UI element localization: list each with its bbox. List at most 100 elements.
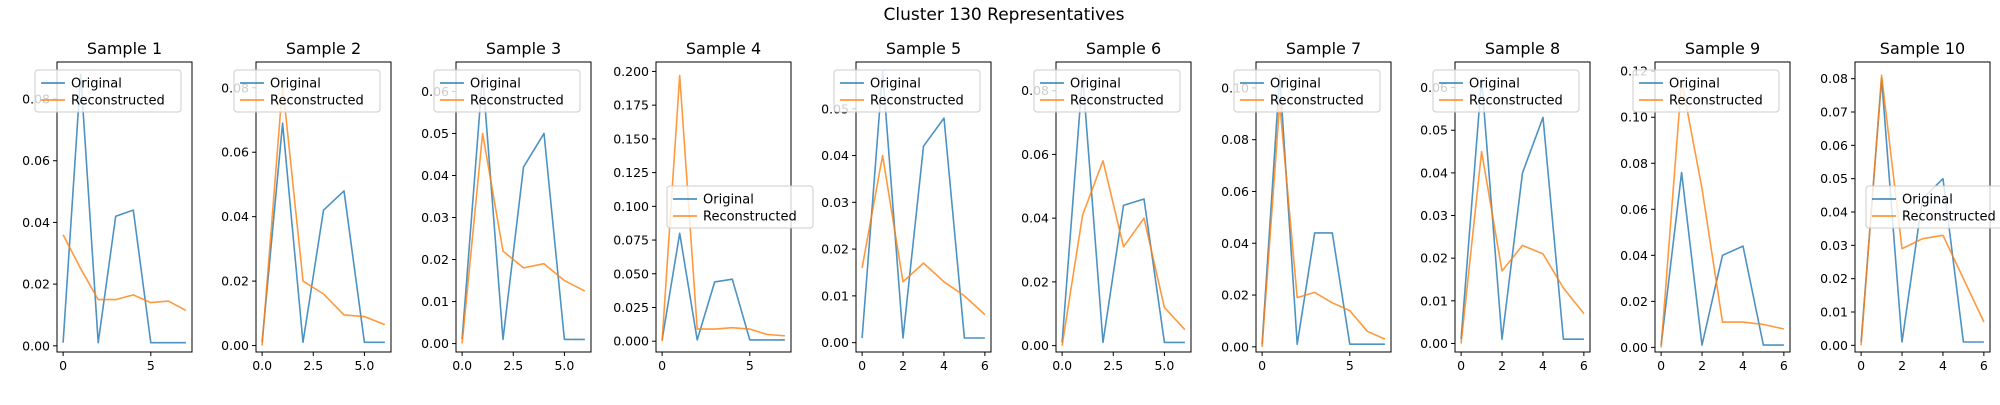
legend-box xyxy=(833,69,981,113)
subplot-1: Sample 10.000.020.040.060.0805OriginalRe… xyxy=(22,39,193,373)
legend-label: Reconstructed xyxy=(270,94,364,109)
y-tick-label: 0.00 xyxy=(1820,338,1848,353)
legend: Original Reconstructed xyxy=(833,69,981,113)
y-tick-label: 0.200 xyxy=(613,64,649,79)
y-tick-label: 0.10 xyxy=(1620,110,1648,125)
legend: Original Reconstructed xyxy=(666,185,814,229)
subplot-title: Sample 5 xyxy=(886,39,961,58)
axes-frame xyxy=(455,61,592,353)
y-tick-label: 0.00 xyxy=(221,338,249,353)
axes-frame xyxy=(56,61,193,353)
y-tick-label: 0.075 xyxy=(613,233,649,248)
series-line-reconstructed xyxy=(1860,74,1985,346)
y-tick-label: 0.02 xyxy=(1420,251,1448,266)
legend-label: Reconstructed xyxy=(1669,94,1763,109)
subplot-title: Sample 6 xyxy=(1086,39,1161,58)
y-tick-label: 0.00 xyxy=(1620,340,1648,355)
y-tick-label: 0.05 xyxy=(1820,171,1848,186)
legend-box xyxy=(433,69,581,113)
y-tick-label: 0.00 xyxy=(421,336,449,351)
legend-label: Reconstructed xyxy=(470,94,564,109)
legend: Original Reconstructed xyxy=(1432,69,1580,113)
x-tick-label: 0 xyxy=(1258,358,1266,373)
axes-frame xyxy=(1654,61,1791,353)
x-tick-label: 2 xyxy=(1498,358,1506,373)
legend-label: Reconstructed xyxy=(1070,94,1164,109)
y-tick-label: 0.01 xyxy=(1820,305,1848,320)
y-tick-label: 0.04 xyxy=(1620,248,1648,263)
y-tick-label: 0.02 xyxy=(1620,294,1648,309)
legend: Original Reconstructed xyxy=(1632,69,1780,113)
series-line-original xyxy=(461,73,585,341)
y-tick-label: 0.025 xyxy=(613,300,649,315)
legend-label: Reconstructed xyxy=(703,210,797,225)
legend-label: Reconstructed xyxy=(1469,94,1563,109)
subplot-title: Sample 10 xyxy=(1880,39,1965,58)
y-tick-label: 0.02 xyxy=(1820,271,1848,286)
series-line-reconstructed xyxy=(861,154,986,316)
x-tick-label: 4 xyxy=(1539,358,1547,373)
series-line-original xyxy=(1261,74,1385,346)
y-tick-label: 0.04 xyxy=(1420,165,1448,180)
y-tick-label: 0.06 xyxy=(1221,184,1249,199)
y-tick-label: 0.05 xyxy=(421,126,449,141)
subplot-title: Sample 3 xyxy=(486,39,561,58)
legend: Original Reconstructed xyxy=(1233,69,1381,113)
subplot-title: Sample 1 xyxy=(87,39,162,58)
y-tick-label: 0.02 xyxy=(421,252,449,267)
series-line-original xyxy=(62,73,186,344)
y-tick-label: 0.100 xyxy=(613,199,649,214)
y-tick-label: 0.04 xyxy=(22,215,50,230)
y-tick-label: 0.04 xyxy=(1221,236,1249,251)
y-tick-label: 0.01 xyxy=(421,294,449,309)
y-tick-label: 0.04 xyxy=(221,209,249,224)
y-tick-label: 0.125 xyxy=(613,165,649,180)
y-tick-label: 0.03 xyxy=(421,210,449,225)
y-tick-label: 0.175 xyxy=(613,98,649,113)
y-tick-label: 0.02 xyxy=(22,277,50,292)
y-tick-label: 0.04 xyxy=(1820,205,1848,220)
x-tick-label: 5.0 xyxy=(1154,358,1174,373)
legend-box xyxy=(1033,69,1181,113)
x-tick-label: 2.5 xyxy=(1103,358,1123,373)
series-line-reconstructed xyxy=(461,132,586,344)
y-tick-label: 0.05 xyxy=(1420,123,1448,138)
y-tick-label: 0.08 xyxy=(1620,156,1648,171)
x-tick-label: 5.0 xyxy=(554,358,574,373)
subplot-9: Sample 90.000.020.040.060.080.100.120246… xyxy=(1620,39,1791,373)
x-tick-label: 6 xyxy=(1580,358,1588,373)
subplot-title: Sample 7 xyxy=(1286,39,1361,58)
y-tick-label: 0.04 xyxy=(421,168,449,183)
x-tick-label: 6 xyxy=(981,358,989,373)
y-tick-label: 0.00 xyxy=(22,338,50,353)
series-line-original xyxy=(1660,171,1784,346)
x-tick-label: 2.5 xyxy=(303,358,323,373)
y-tick-label: 0.150 xyxy=(613,131,649,146)
y-tick-label: 0.03 xyxy=(1820,238,1848,253)
series-line-reconstructed xyxy=(661,74,785,342)
legend-label: Original xyxy=(1669,77,1720,92)
axes-frame xyxy=(1055,61,1192,353)
legend-label: Reconstructed xyxy=(870,94,964,109)
y-tick-label: 0.02 xyxy=(821,242,849,257)
legend-label: Original xyxy=(270,77,321,92)
legend-label: Original xyxy=(1270,77,1321,92)
series-line-reconstructed xyxy=(62,234,187,312)
subplot-title: Sample 9 xyxy=(1685,39,1760,58)
legend-box xyxy=(1865,185,2000,229)
y-tick-label: 0.08 xyxy=(1221,132,1249,147)
x-tick-label: 2 xyxy=(1698,358,1706,373)
y-tick-label: 0.08 xyxy=(1820,71,1848,86)
legend: Original Reconstructed xyxy=(1033,69,1181,113)
legend-box xyxy=(666,185,814,229)
legend-box xyxy=(1432,69,1580,113)
legend: Original Reconstructed xyxy=(34,69,182,113)
y-tick-label: 0.06 xyxy=(1620,202,1648,217)
y-tick-label: 0.00 xyxy=(1021,338,1049,353)
subplot-8: Sample 80.000.010.020.030.040.050.060246… xyxy=(1420,39,1591,373)
series-line-original xyxy=(261,122,385,344)
x-tick-label: 0.0 xyxy=(1052,358,1072,373)
y-tick-label: 0.06 xyxy=(1021,147,1049,162)
x-tick-label: 2 xyxy=(899,358,907,373)
